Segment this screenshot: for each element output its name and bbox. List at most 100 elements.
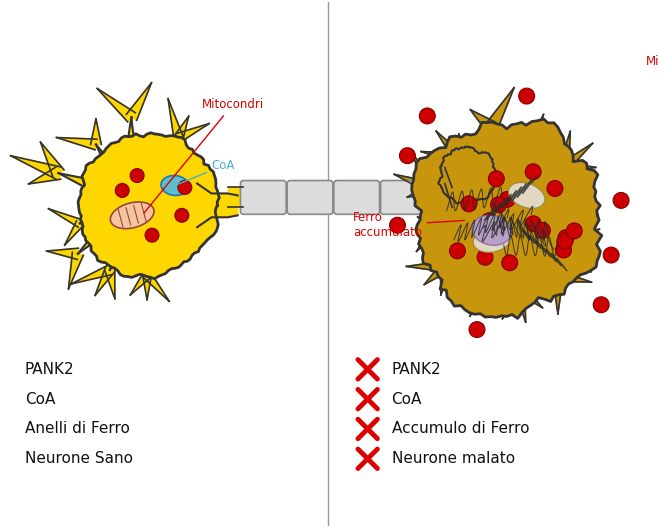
Polygon shape (483, 208, 519, 281)
Polygon shape (461, 277, 485, 293)
Polygon shape (143, 275, 152, 300)
Polygon shape (407, 183, 434, 197)
Circle shape (488, 220, 504, 236)
Polygon shape (456, 215, 469, 231)
Polygon shape (458, 172, 490, 214)
Polygon shape (504, 165, 517, 177)
Polygon shape (490, 211, 523, 289)
Polygon shape (567, 186, 585, 207)
Circle shape (491, 233, 507, 249)
Polygon shape (428, 214, 444, 222)
Circle shape (556, 242, 572, 258)
Polygon shape (526, 115, 543, 152)
Polygon shape (130, 272, 150, 295)
Circle shape (175, 209, 189, 222)
Polygon shape (174, 116, 189, 140)
Polygon shape (11, 156, 61, 179)
Circle shape (547, 181, 563, 196)
Polygon shape (485, 127, 529, 217)
Circle shape (558, 230, 574, 246)
Polygon shape (78, 133, 219, 279)
Polygon shape (494, 203, 558, 276)
Polygon shape (466, 168, 505, 183)
Polygon shape (40, 142, 64, 176)
Polygon shape (177, 124, 209, 142)
Polygon shape (80, 192, 152, 223)
Circle shape (499, 192, 515, 208)
Polygon shape (49, 209, 82, 227)
Polygon shape (228, 187, 244, 208)
Circle shape (603, 247, 619, 263)
Circle shape (115, 184, 129, 197)
Polygon shape (421, 152, 460, 164)
Polygon shape (135, 138, 179, 215)
Polygon shape (105, 269, 115, 299)
Polygon shape (424, 262, 449, 285)
Polygon shape (57, 137, 97, 150)
Circle shape (593, 297, 609, 313)
Polygon shape (517, 285, 543, 308)
Polygon shape (506, 201, 570, 230)
Polygon shape (570, 229, 599, 243)
Circle shape (449, 243, 465, 259)
Polygon shape (478, 279, 494, 309)
FancyBboxPatch shape (287, 181, 333, 214)
Polygon shape (416, 225, 440, 251)
Polygon shape (465, 215, 476, 228)
Circle shape (535, 222, 550, 238)
Polygon shape (453, 134, 464, 158)
Ellipse shape (508, 183, 545, 209)
Polygon shape (394, 174, 434, 194)
Polygon shape (486, 214, 492, 229)
Circle shape (557, 233, 573, 249)
Polygon shape (502, 286, 524, 319)
Polygon shape (432, 169, 473, 195)
Text: Anelli di Ferro: Anelli di Ferro (25, 421, 130, 437)
Text: CoA: CoA (178, 159, 235, 184)
FancyBboxPatch shape (240, 181, 286, 214)
Polygon shape (69, 252, 83, 289)
Text: Neurone malato: Neurone malato (391, 451, 515, 466)
Circle shape (461, 196, 477, 212)
Polygon shape (486, 88, 514, 130)
Polygon shape (110, 196, 162, 270)
Polygon shape (444, 169, 476, 217)
Text: PANK2: PANK2 (25, 362, 75, 377)
Circle shape (566, 223, 582, 239)
Polygon shape (440, 266, 451, 295)
Polygon shape (127, 117, 165, 213)
Polygon shape (126, 83, 151, 120)
Text: Ferro
accumulato: Ferro accumulato (352, 211, 464, 239)
Circle shape (419, 108, 435, 124)
Circle shape (130, 168, 144, 183)
Text: PANK2: PANK2 (391, 362, 441, 377)
Polygon shape (458, 175, 476, 218)
Polygon shape (559, 131, 570, 168)
Circle shape (502, 255, 517, 271)
Polygon shape (471, 110, 496, 132)
Polygon shape (499, 201, 572, 239)
Polygon shape (528, 138, 551, 154)
Text: CoA: CoA (391, 392, 422, 407)
Polygon shape (507, 199, 517, 221)
Polygon shape (132, 204, 162, 275)
FancyBboxPatch shape (381, 181, 426, 214)
Polygon shape (440, 216, 446, 232)
Circle shape (496, 225, 512, 241)
Polygon shape (564, 162, 596, 173)
Polygon shape (90, 119, 102, 145)
Circle shape (525, 164, 541, 180)
Polygon shape (470, 279, 487, 316)
Polygon shape (496, 167, 564, 229)
Polygon shape (96, 145, 159, 219)
Polygon shape (436, 200, 508, 231)
Polygon shape (557, 271, 591, 282)
Polygon shape (428, 194, 435, 209)
Polygon shape (445, 167, 452, 208)
Circle shape (399, 148, 415, 164)
Polygon shape (446, 198, 515, 267)
Polygon shape (95, 267, 114, 295)
Polygon shape (552, 276, 563, 314)
Polygon shape (144, 272, 169, 301)
Polygon shape (465, 218, 470, 237)
